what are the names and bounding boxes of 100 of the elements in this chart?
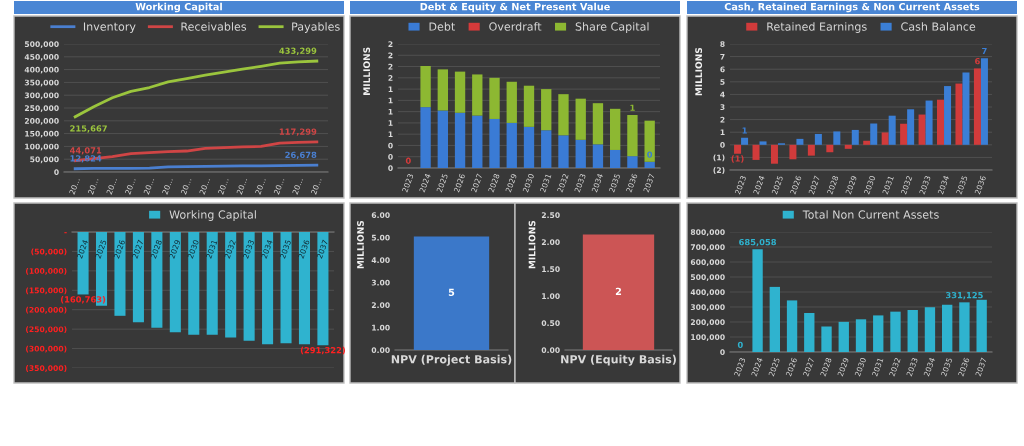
- bar: [592, 144, 604, 168]
- data-label: 6: [975, 58, 980, 65]
- data-label: 5: [448, 288, 455, 297]
- bar: [506, 122, 517, 168]
- x-tick-label: NPV (Equity Basis): [561, 354, 676, 366]
- bar: [900, 123, 908, 145]
- bar: [489, 77, 500, 119]
- bar: [980, 58, 988, 145]
- bar: [814, 133, 822, 145]
- legend-label: Payables: [292, 22, 340, 33]
- bar: [925, 100, 933, 145]
- bar: [833, 131, 841, 145]
- bar: [769, 286, 780, 352]
- data-label: 0: [737, 341, 743, 348]
- data-label: 1: [742, 127, 747, 134]
- bar: [851, 129, 859, 145]
- bar: [610, 108, 621, 150]
- bar: [962, 72, 970, 145]
- data-label: 433,299: [279, 47, 317, 55]
- bar: [523, 85, 535, 127]
- legend-label: Debt: [429, 22, 456, 31]
- bar: [937, 99, 945, 145]
- bar: [855, 319, 867, 352]
- bar: [924, 307, 936, 352]
- bar: [752, 249, 763, 352]
- data-label: 117,299: [279, 128, 317, 136]
- bar: [454, 71, 466, 113]
- bar: [541, 130, 552, 168]
- data-label: 26,678: [285, 151, 317, 160]
- y-axis-title: MILLIONS: [357, 220, 364, 269]
- bar: [838, 321, 849, 352]
- data-label: 7: [982, 47, 987, 54]
- bar: [807, 144, 815, 156]
- bar: [437, 69, 448, 111]
- bar: [826, 144, 834, 153]
- data-label: 0: [647, 151, 653, 158]
- bar: [741, 137, 749, 145]
- legend-label: Working Capital: [169, 210, 256, 221]
- legend-label: Share Capital: [575, 22, 649, 33]
- y-axis-title: MILLIONS: [528, 220, 536, 269]
- bar: [592, 103, 604, 145]
- bar: [575, 139, 586, 168]
- legend-label: Cash Balance: [901, 22, 976, 31]
- bar: [804, 313, 815, 352]
- bar: [959, 302, 970, 352]
- legend-label: Total Non Current Assets: [802, 210, 939, 219]
- chart-title: Debt & Equity & Net Present Value: [420, 2, 610, 13]
- bar: [890, 311, 901, 352]
- bar: [770, 144, 778, 164]
- legend-label: Overdraft: [489, 22, 542, 31]
- bar: [558, 94, 569, 136]
- y-axis-title: MILLIONS: [363, 47, 371, 95]
- bar: [575, 98, 586, 140]
- bar: [844, 144, 852, 149]
- bar: [541, 89, 552, 131]
- bar: [863, 140, 871, 145]
- bar: [870, 123, 878, 145]
- bar: [644, 120, 655, 162]
- bar: [420, 65, 431, 108]
- bar: [955, 83, 963, 145]
- bar: [558, 135, 569, 168]
- data-label: (1): [731, 155, 744, 163]
- bar: [944, 86, 952, 145]
- data-label: 1: [630, 104, 635, 111]
- data-label: 685,058: [739, 238, 777, 247]
- chart-title: Working Capital: [135, 2, 222, 13]
- data-label: 0: [405, 157, 411, 164]
- legend-label: Receivables: [181, 22, 247, 31]
- bar: [752, 144, 760, 160]
- bar: [472, 115, 483, 168]
- bar: [610, 149, 621, 168]
- bar: [907, 310, 918, 352]
- bar: [420, 107, 431, 168]
- data-label: 331,125: [946, 292, 983, 300]
- line-series: [73, 59, 319, 119]
- bar: [523, 126, 535, 168]
- bar: [454, 112, 466, 168]
- bar: [437, 110, 448, 168]
- bar: [789, 144, 797, 160]
- data-label: 2: [615, 287, 622, 295]
- bar: [759, 141, 767, 145]
- data-label: 44,071: [69, 147, 102, 155]
- bar: [873, 315, 884, 352]
- bar: [973, 68, 981, 145]
- legend-label: Retained Earnings: [767, 22, 867, 33]
- bar: [627, 115, 638, 157]
- bar: [821, 326, 832, 352]
- bar: [881, 132, 889, 145]
- bar: [786, 300, 798, 352]
- bar: [888, 115, 896, 145]
- bar: [734, 144, 742, 154]
- data-label: 215,667: [70, 125, 107, 133]
- bar: [489, 118, 500, 168]
- bar: [976, 299, 987, 352]
- bar: [644, 161, 655, 168]
- bar: [942, 304, 953, 352]
- bar: [796, 138, 804, 145]
- bar: [918, 114, 926, 145]
- chart-title: Cash, Retained Earnings & Non Current Assets: [724, 2, 980, 13]
- legend-label: Inventory: [83, 22, 136, 33]
